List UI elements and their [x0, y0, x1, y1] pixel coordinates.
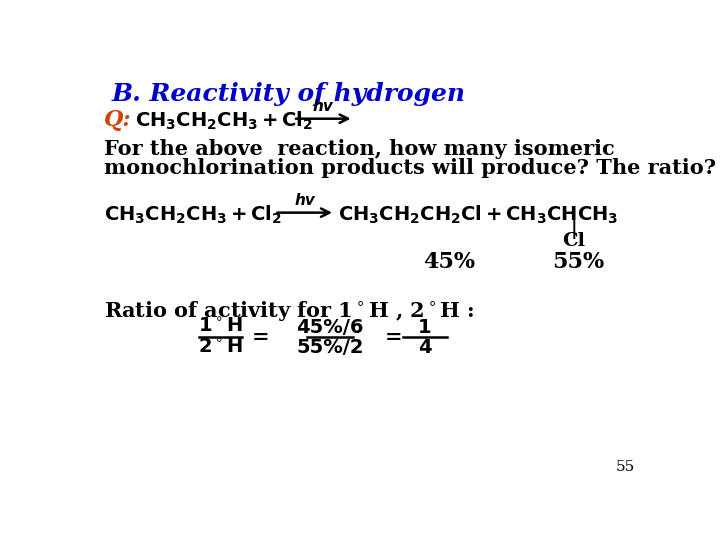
Text: 55%/2: 55%/2 — [297, 338, 364, 357]
Text: Ratio of activity for 1$^\circ$H , 2$^\circ$H :: Ratio of activity for 1$^\circ$H , 2$^\c… — [104, 299, 474, 323]
Text: $\mathbf{CH_3CH_2CH_3 + Cl_2}$: $\mathbf{CH_3CH_2CH_3 + Cl_2}$ — [135, 110, 313, 132]
Text: 4: 4 — [418, 338, 431, 357]
Text: Cl: Cl — [562, 232, 585, 250]
Text: hv: hv — [312, 99, 333, 114]
Text: 45%: 45% — [423, 251, 475, 273]
Text: 2$^\circ$H: 2$^\circ$H — [198, 338, 243, 357]
Text: monochlorination products will produce? The ratio?: monochlorination products will produce? … — [104, 158, 716, 178]
Text: 1$^\circ$H: 1$^\circ$H — [198, 318, 243, 336]
Text: |: | — [570, 220, 577, 239]
Text: 55%: 55% — [552, 251, 604, 273]
Text: $\mathbf{CH_3CH_2CH_3 + Cl_2}$: $\mathbf{CH_3CH_2CH_3 + Cl_2}$ — [104, 204, 282, 226]
Text: B. Reactivity of hydrogen: B. Reactivity of hydrogen — [112, 82, 466, 106]
Text: Q:: Q: — [104, 110, 132, 131]
Text: =: = — [385, 327, 402, 347]
Text: =: = — [252, 327, 269, 347]
Text: For the above  reaction, how many isomeric: For the above reaction, how many isomeri… — [104, 139, 615, 159]
Text: $\mathbf{CH_3CH_2CH_2Cl + CH_3CHCH_3}$: $\mathbf{CH_3CH_2CH_2Cl + CH_3CHCH_3}$ — [338, 204, 618, 226]
Text: 55: 55 — [616, 461, 635, 475]
Text: 45%/6: 45%/6 — [297, 318, 364, 336]
Text: 1: 1 — [418, 318, 431, 336]
Text: hv: hv — [294, 193, 315, 208]
